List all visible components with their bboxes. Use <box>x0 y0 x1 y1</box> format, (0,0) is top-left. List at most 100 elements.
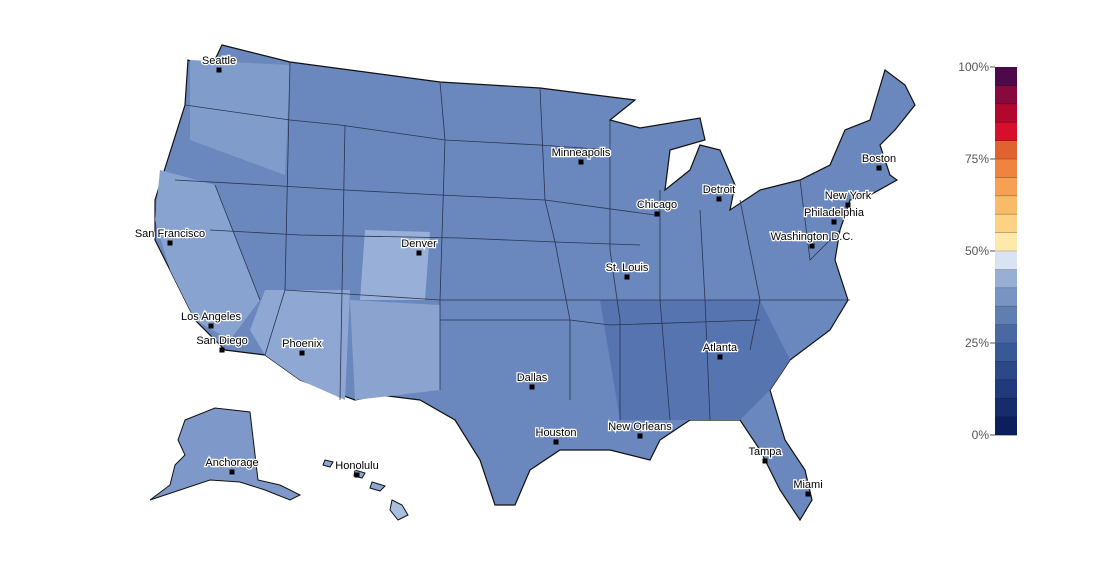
legend-swatch <box>995 232 1017 252</box>
city-marker <box>216 67 222 73</box>
state-border <box>739 199 761 351</box>
city-marker <box>529 384 535 390</box>
city-layer: Seattle San Francisco Los Angeles San Diego… <box>134 54 897 497</box>
legend-tick-label: 75% <box>965 152 989 166</box>
city-label: Phoenix <box>282 338 322 350</box>
city-marker <box>637 433 643 439</box>
state-border <box>264 61 291 356</box>
alaska <box>149 407 302 501</box>
light-region <box>190 60 290 175</box>
legend-swatch <box>995 85 1017 105</box>
city-label: Atlanta <box>703 342 738 354</box>
light-region <box>250 290 350 400</box>
city-marker <box>219 347 225 353</box>
city-marker <box>876 165 882 171</box>
city-marker <box>167 240 173 246</box>
city-marker <box>553 439 559 445</box>
city-label: Philadelphia <box>804 207 865 219</box>
legend: 100% 75% 50% 25% 0% <box>958 60 1017 442</box>
state-border <box>659 190 671 421</box>
light-region <box>360 230 430 300</box>
city-marker <box>354 472 360 478</box>
city-label: San Francisco <box>135 228 205 240</box>
city-marker <box>805 491 811 497</box>
city-label: New York <box>825 190 872 202</box>
city-label: Minneapolis <box>552 147 611 159</box>
state-border <box>284 289 850 301</box>
legend-swatch <box>995 140 1017 160</box>
city-label: Honolulu <box>335 460 378 472</box>
legend-swatch <box>995 398 1017 417</box>
city-label: St. Louis <box>606 262 649 274</box>
city-marker <box>654 211 660 217</box>
legend-tick-label: 0% <box>972 428 990 442</box>
hawaii <box>369 481 386 492</box>
legend-swatch <box>995 269 1017 289</box>
state-border <box>439 81 446 390</box>
dark-region <box>600 300 790 420</box>
city-marker <box>229 469 235 475</box>
state-border <box>209 229 641 246</box>
city-label: Houston <box>536 427 577 439</box>
state-border <box>539 87 571 400</box>
hawaii <box>389 499 409 521</box>
city-marker <box>578 159 584 165</box>
city-marker <box>762 458 768 464</box>
legend-swatch <box>995 306 1017 325</box>
state-border <box>440 319 761 326</box>
state-borders <box>174 61 850 421</box>
state-border <box>699 209 711 421</box>
city-marker <box>208 323 214 329</box>
city-label: Anchorage <box>205 457 258 469</box>
city-marker <box>716 196 722 202</box>
legend-tick-label: 50% <box>965 244 989 258</box>
legend-swatch <box>995 122 1017 141</box>
city-marker <box>416 250 422 256</box>
state-border <box>214 184 261 301</box>
legend-swatch <box>995 214 1017 233</box>
hawaii <box>322 459 334 468</box>
city-label: Washington D.C. <box>771 231 854 243</box>
legend-swatch <box>995 324 1017 344</box>
city-marker <box>831 219 837 225</box>
legend-swatch <box>995 195 1017 215</box>
city-label: Detroit <box>703 184 735 196</box>
state-border <box>174 179 656 216</box>
legend-swatch <box>995 177 1017 197</box>
city-label: Boston <box>862 153 896 165</box>
city-marker <box>624 274 630 280</box>
legend-swatch <box>995 379 1017 399</box>
state-border <box>609 120 621 420</box>
state-border <box>799 179 841 261</box>
city-label: Tampa <box>748 446 782 458</box>
city-marker <box>299 350 305 356</box>
city-label: Denver <box>401 238 437 250</box>
state-border <box>184 104 611 151</box>
legend-swatch <box>995 416 1017 436</box>
legend-swatch <box>995 361 1017 381</box>
light-region <box>155 170 260 340</box>
legend-swatch <box>995 287 1017 307</box>
legend-swatch <box>995 103 1017 123</box>
legend-swatch <box>995 343 1017 362</box>
light-region <box>350 300 440 400</box>
legend-tick-label: 100% <box>958 60 989 74</box>
city-label: Los Angeles <box>181 311 241 323</box>
state-border <box>339 124 346 401</box>
city-label: Chicago <box>637 199 677 211</box>
city-marker <box>809 243 815 249</box>
city-label: Miami <box>793 479 822 491</box>
city-label: Seattle <box>202 55 236 67</box>
city-label: Dallas <box>517 372 548 384</box>
city-marker <box>845 202 851 208</box>
legend-swatch <box>995 67 1017 86</box>
city-label: New Orleans <box>608 421 672 433</box>
map-shapes <box>149 44 916 522</box>
city-label: San Diego <box>196 335 247 347</box>
legend-swatch <box>995 251 1017 270</box>
city-marker <box>717 354 723 360</box>
legend-swatch <box>995 159 1017 178</box>
legend-tick-label: 25% <box>965 336 989 350</box>
